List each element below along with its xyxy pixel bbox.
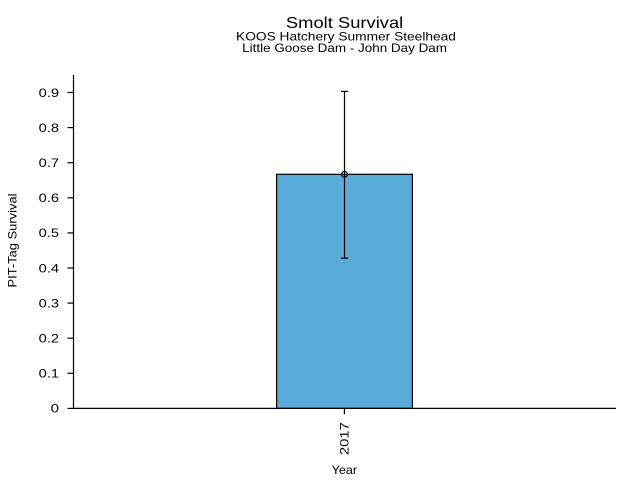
- svg-text:0.6: 0.6: [39, 191, 60, 205]
- svg-text:0.9: 0.9: [39, 86, 60, 100]
- svg-text:0.4: 0.4: [39, 261, 60, 275]
- svg-text:Smolt Survival: Smolt Survival: [286, 15, 403, 32]
- svg-text:0.2: 0.2: [39, 332, 60, 346]
- svg-text:0: 0: [51, 402, 60, 416]
- svg-text:0.3: 0.3: [39, 296, 60, 310]
- svg-text:KOOS Hatchery Summer Steelhead: KOOS Hatchery Summer Steelhead: [236, 29, 456, 43]
- svg-text:0.1: 0.1: [39, 367, 60, 381]
- svg-text:PIT-Tag Survival: PIT-Tag Survival: [6, 194, 20, 288]
- svg-text:Little Goose Dam - John Day Da: Little Goose Dam - John Day Dam: [242, 41, 447, 55]
- svg-text:Year: Year: [332, 463, 357, 477]
- svg-text:0.5: 0.5: [39, 226, 60, 240]
- svg-text:0.7: 0.7: [39, 156, 60, 170]
- svg-text:2017: 2017: [338, 422, 352, 455]
- svg-text:0.8: 0.8: [39, 121, 60, 135]
